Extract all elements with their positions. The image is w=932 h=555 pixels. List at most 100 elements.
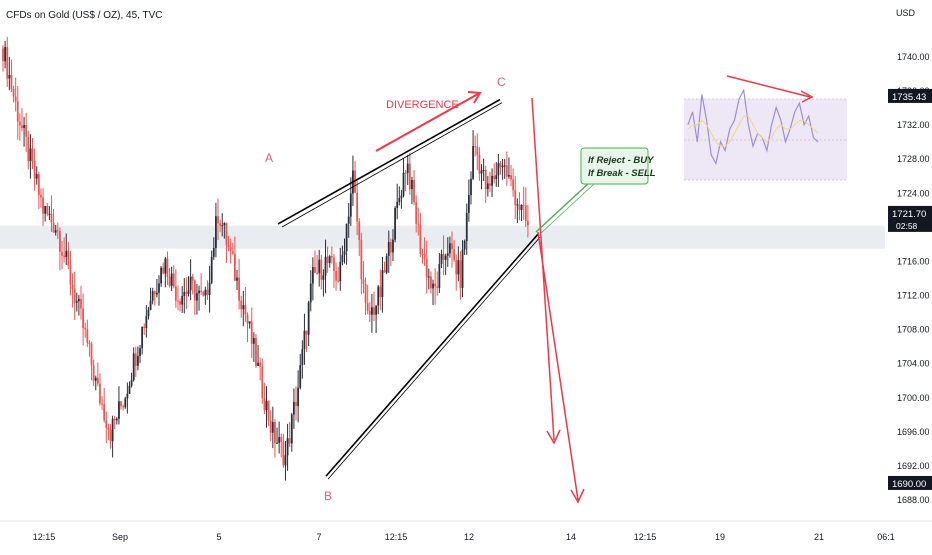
candle-body: [503, 165, 506, 167]
candle-body: [318, 259, 321, 274]
candle-body: [278, 437, 281, 443]
sell-arrow-1-head: [546, 429, 561, 445]
time-tick-label: 12: [464, 532, 474, 542]
time-tick-label: Sep: [112, 532, 128, 542]
candle-body: [67, 250, 70, 266]
candle-body: [430, 276, 432, 289]
inset-oscillator-line: [687, 88, 819, 166]
candle-body: [151, 291, 154, 301]
candle-body: [40, 194, 42, 198]
candle-body: [423, 253, 426, 259]
candle-body: [385, 255, 388, 273]
candle-body: [31, 148, 34, 162]
candle-body: [314, 267, 316, 273]
candle-body: [398, 198, 401, 203]
time-tick-label: 12:15: [634, 532, 657, 542]
candle-body: [149, 300, 152, 310]
candle-body: [27, 136, 30, 162]
candle-body: [425, 258, 428, 278]
candle-body: [168, 276, 171, 286]
candle-body: [92, 365, 95, 381]
candle-body: [368, 310, 371, 315]
candle-body: [227, 245, 230, 248]
candle-body: [50, 213, 53, 223]
candle-body: [174, 286, 177, 301]
candle-body: [52, 222, 55, 233]
candle-body: [63, 255, 66, 258]
candle-body: [164, 258, 167, 274]
candle-body: [371, 307, 373, 315]
candle-body: [299, 365, 302, 388]
candle-body: [238, 277, 240, 301]
candle-body: [489, 183, 491, 186]
candle-body: [366, 303, 369, 311]
candle-body: [472, 145, 474, 179]
candle-body: [482, 169, 485, 171]
candle-body: [505, 165, 508, 177]
candle-body: [297, 387, 300, 407]
candle-body: [284, 455, 287, 466]
candle-body: [335, 270, 337, 281]
candle-body: [160, 267, 162, 284]
callout-pointer: [535, 181, 591, 233]
candle-body: [457, 260, 460, 275]
price-label-countdown: 02:58: [896, 221, 918, 231]
candle-body: [202, 292, 205, 296]
candle-body: [96, 377, 99, 384]
candle-body: [6, 47, 9, 79]
inset-divergence-arrow: [726, 75, 811, 98]
candle-body: [461, 249, 464, 288]
time-tick-label: 7: [316, 532, 321, 542]
candle-body: [387, 241, 390, 256]
candle-body: [362, 279, 365, 285]
chart-title: CFDs on Gold (US$ / OZ), 45, TVC: [6, 10, 163, 21]
candle-body: [305, 330, 308, 335]
candle-body: [274, 421, 276, 443]
candle-body: [269, 420, 272, 433]
candle-body: [99, 383, 101, 404]
candle-body: [185, 291, 188, 294]
candle-body: [510, 175, 512, 180]
callout-line-1: If Reject - BUY: [588, 155, 655, 166]
wedge-upper-line: [277, 98, 501, 225]
candle-body: [141, 326, 144, 349]
candle-body: [413, 179, 415, 203]
candle-body: [436, 286, 439, 288]
candle-body: [328, 256, 331, 263]
candle-body: [223, 223, 226, 226]
candle-body: [126, 393, 129, 399]
candle-body: [358, 221, 361, 240]
candle-body: [402, 172, 405, 196]
candle-body: [204, 289, 207, 296]
candle-body: [389, 241, 392, 253]
candle-body: [434, 283, 437, 287]
time-axis[interactable]: 12:15 Sep 5 7 12:15 12 14 12:15 19 21 06:1: [0, 520, 932, 550]
candle-body: [404, 172, 407, 174]
support-resistance-zone: [0, 225, 885, 249]
candle-body: [453, 249, 456, 260]
candle-body: [183, 291, 186, 297]
candle-body: [392, 239, 394, 253]
time-tick-label: 21: [814, 532, 824, 542]
candle-body: [33, 161, 36, 179]
candle-body: [508, 175, 510, 177]
candle-body: [236, 277, 238, 281]
candle-body: [406, 163, 409, 174]
candle-body: [94, 377, 97, 381]
price-tick-label: 1708.00: [897, 325, 930, 335]
candle-body: [379, 286, 382, 298]
candle-body: [242, 305, 245, 310]
candle-body: [8, 75, 11, 79]
time-tick-label: 06:1: [877, 532, 895, 542]
candle-body: [301, 349, 304, 366]
candle-body: [2, 48, 4, 62]
candle-body: [240, 300, 243, 310]
price-tick-label: 1732.00: [897, 120, 930, 130]
candle-body: [497, 163, 500, 176]
candle-body: [225, 223, 228, 246]
price-axis[interactable]: 1740.001736.001732.001728.001724.001720.…: [886, 0, 932, 520]
price-tick-label: 1724.00: [897, 188, 930, 198]
price-label-text: 1690.00: [892, 479, 926, 490]
